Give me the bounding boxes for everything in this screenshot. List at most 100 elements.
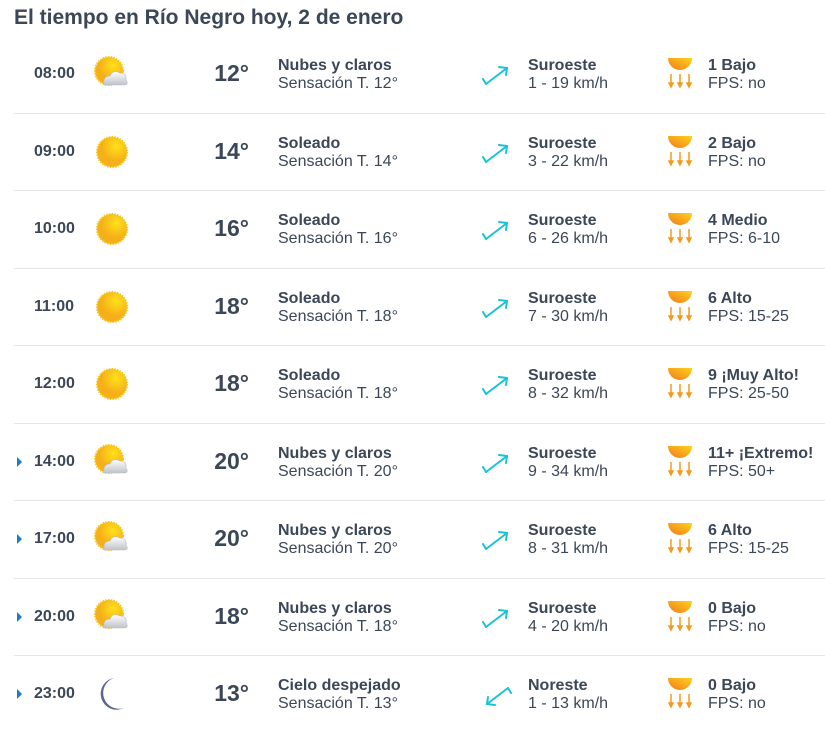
feels-like: Sensación T. 12° (278, 75, 398, 92)
uv-sun-icon (666, 599, 694, 633)
hour: 10:00 (34, 220, 75, 237)
wind-direction-arrow-icon (482, 217, 512, 245)
temperature: 20° (214, 447, 249, 474)
condition: Nubes y claros Sensación T. 20° (278, 445, 398, 481)
fps: FPS: 15-25 (708, 307, 789, 325)
expand-caret-icon[interactable] (17, 456, 22, 467)
wind-direction-arrow-icon (482, 295, 512, 323)
wind-direction: Suroeste (528, 289, 597, 307)
wind-speed: 1 - 13 km/h (528, 695, 609, 712)
wind-speed: 7 - 30 km/h (528, 307, 609, 325)
fps: FPS: 15-25 (708, 540, 789, 557)
temperature: 16° (214, 215, 249, 241)
wind: Suroeste 4 - 20 km/h (528, 600, 608, 636)
wind-direction: Suroeste (528, 444, 597, 462)
condition-label: Nubes y claros (278, 444, 392, 462)
condition: Nubes y claros Sensación T. 12° (278, 57, 398, 93)
expand-caret-icon[interactable] (17, 611, 22, 622)
wind-speed: 6 - 26 km/h (528, 230, 609, 247)
condition: Soleado Sensación T. 18° (278, 290, 398, 326)
uv-index: 0 Bajo FPS: no (708, 677, 766, 713)
condition-label: Nubes y claros (278, 57, 392, 74)
hour: 09:00 (34, 142, 75, 160)
sun-icon (92, 209, 132, 249)
fps: FPS: 25-50 (708, 385, 789, 402)
wind-speed: 1 - 19 km/h (528, 75, 609, 92)
uv-sun-icon (666, 521, 694, 555)
uv-level: 9 ¡Muy Alto! (708, 367, 799, 384)
wind-speed: 4 - 20 km/h (528, 617, 609, 635)
forecast-row: 10:00 16° Soleado Sensación T. 16° Suroes… (14, 191, 825, 269)
uv-sun-icon (666, 289, 694, 323)
uv-level: 0 Bajo (708, 677, 757, 694)
condition-label: Nubes y claros (278, 599, 392, 617)
uv-level: 2 Bajo (708, 134, 757, 152)
condition-label: Cielo despejado (278, 677, 401, 694)
uv-sun-icon (666, 676, 694, 710)
forecast-row[interactable]: 14:00 20° Nubes y claros Sensación T. 20°… (14, 424, 825, 501)
sun-cloud-icon (92, 54, 132, 94)
uv-level: 6 Alto (708, 289, 752, 307)
sun-icon (92, 364, 132, 404)
expand-caret-icon[interactable] (17, 689, 22, 699)
condition: Nubes y claros Sensación T. 18° (278, 600, 398, 636)
temperature: 13° (214, 680, 249, 706)
hour: 23:00 (34, 685, 75, 702)
sun-cloud-icon (92, 519, 132, 559)
wind-direction-arrow-icon (482, 140, 512, 168)
uv-index: 6 Alto FPS: 15-25 (708, 522, 789, 558)
uv-level: 0 Bajo (708, 599, 757, 617)
wind-direction-arrow-icon (482, 62, 512, 90)
forecast-row: 11:00 18° Soleado Sensación T. 18° Suroes… (14, 269, 825, 346)
feels-like: Sensación T. 20° (278, 462, 398, 480)
feels-like: Sensación T. 18° (278, 307, 398, 325)
uv-index: 11+ ¡Extremo! FPS: 50+ (708, 445, 813, 481)
fps: FPS: 50+ (708, 462, 776, 480)
wind-speed: 8 - 31 km/h (528, 540, 609, 557)
feels-like: Sensación T. 13° (278, 695, 398, 712)
moon-icon (92, 674, 132, 714)
uv-index: 4 Medio FPS: 6-10 (708, 212, 780, 248)
condition: Cielo despejado Sensación T. 13° (278, 677, 401, 713)
feels-like: Sensación T. 20° (278, 540, 398, 557)
forecast-row: 08:00 12° Nubes y claros Sensación T. 12°… (14, 36, 825, 114)
hourly-forecast-list: 08:00 12° Nubes y claros Sensación T. 12°… (0, 36, 825, 733)
wind-direction: Suroeste (528, 134, 597, 152)
wind-direction-arrow-icon (482, 527, 512, 555)
fps: FPS: no (708, 152, 766, 170)
temperature: 14° (214, 137, 249, 164)
hour: 17:00 (34, 530, 75, 547)
forecast-row[interactable]: 17:00 20° Nubes y claros Sensación T. 20°… (14, 501, 825, 579)
uv-level: 4 Medio (708, 212, 768, 229)
hour: 08:00 (34, 65, 75, 82)
expand-caret-icon[interactable] (17, 534, 22, 544)
feels-like: Sensación T. 16° (278, 230, 398, 247)
forecast-row[interactable]: 20:00 18° Nubes y claros Sensación T. 18°… (14, 579, 825, 656)
uv-index: 9 ¡Muy Alto! FPS: 25-50 (708, 367, 799, 403)
hour: 20:00 (34, 607, 75, 625)
wind-direction: Noreste (528, 677, 588, 694)
condition: Soleado Sensación T. 14° (278, 135, 398, 171)
wind: Suroeste 6 - 26 km/h (528, 212, 608, 248)
wind-speed: 3 - 22 km/h (528, 152, 609, 170)
uv-sun-icon (666, 211, 694, 245)
uv-level: 1 Bajo (708, 57, 757, 74)
condition-label: Soleado (278, 212, 341, 229)
condition-label: Soleado (278, 134, 341, 152)
fps: FPS: 6-10 (708, 230, 781, 247)
condition: Soleado Sensación T. 18° (278, 367, 398, 403)
wind: Noreste 1 - 13 km/h (528, 677, 608, 713)
fps: FPS: no (708, 617, 766, 635)
feels-like: Sensación T. 14° (278, 152, 398, 170)
wind-direction: Suroeste (528, 599, 597, 617)
fps: FPS: no (708, 695, 766, 712)
uv-sun-icon (666, 134, 694, 168)
wind-direction-arrow-icon (482, 372, 512, 400)
hour: 11:00 (34, 297, 75, 315)
wind: Suroeste 9 - 34 km/h (528, 445, 608, 481)
wind: Suroeste 8 - 31 km/h (528, 522, 608, 558)
sun-icon (92, 132, 132, 172)
wind: Suroeste 8 - 32 km/h (528, 367, 608, 403)
forecast-row[interactable]: 23:00 13° Cielo despejado Sensación T. 13… (14, 656, 825, 733)
uv-level: 6 Alto (708, 522, 752, 539)
